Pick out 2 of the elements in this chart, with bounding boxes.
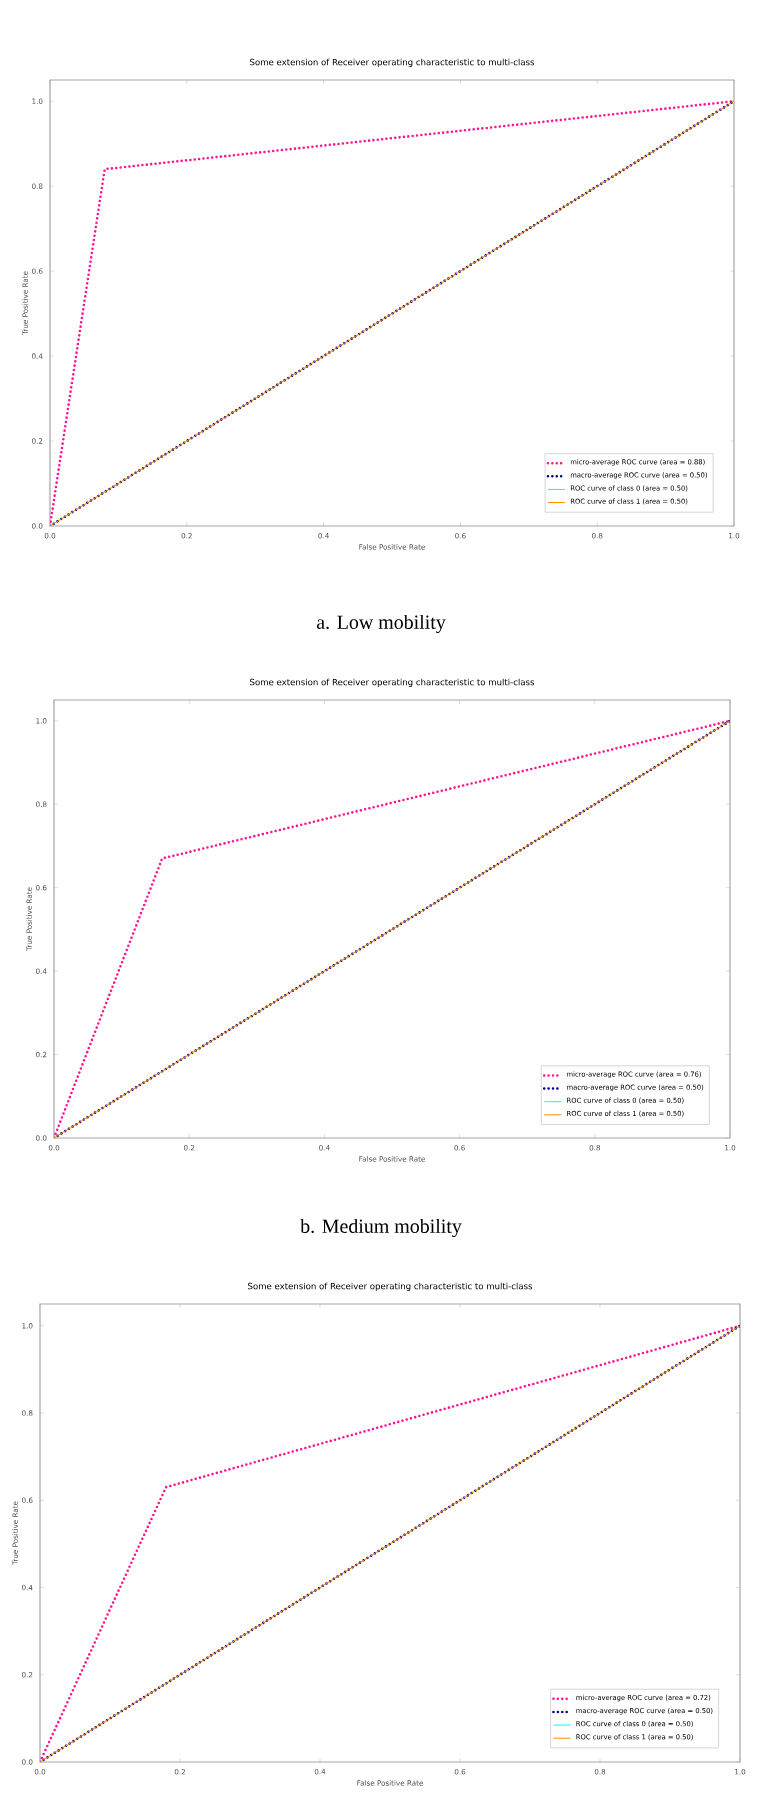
text: b. Medium mobility (300, 1218, 462, 1238)
text: a. Low mobility (316, 614, 446, 634)
